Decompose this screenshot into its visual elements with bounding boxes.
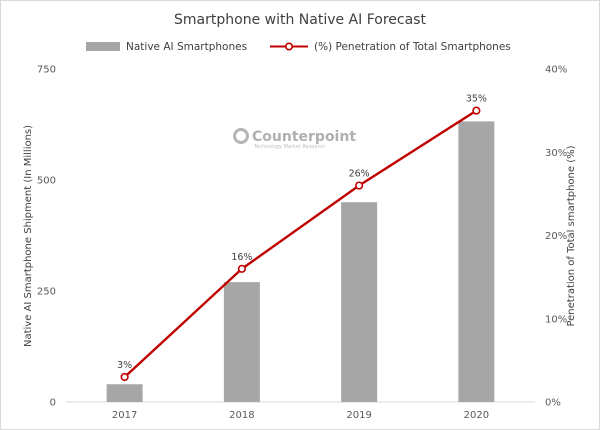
- y-axis-left-title: Native AI Smartphone Shipment (In Millio…: [23, 125, 34, 347]
- y-right-tick-label: 30%: [545, 148, 567, 159]
- axis-ticks: 2017 2018 2019 2020 0 250 500 750 0% 10% 20% 30% 40%: [37, 65, 567, 422]
- bar-2020: [458, 121, 495, 402]
- x-tick-label: 2018: [229, 410, 254, 421]
- logo-tagline: Technology Market Research: [253, 144, 325, 150]
- y-right-tick-label: 20%: [545, 231, 567, 242]
- line-point-2017: [120, 372, 129, 382]
- y-left-tick-label: 0: [50, 398, 56, 409]
- x-tick-label: 2017: [112, 410, 137, 421]
- x-tick-label: 2019: [346, 410, 371, 421]
- data-label-2019: 26%: [349, 169, 370, 180]
- y-left-tick-label: 250: [37, 287, 56, 298]
- counterpoint-logo: Counterpoint Technology Market Research: [233, 128, 356, 150]
- logo-mark-icon: [233, 128, 249, 144]
- y-right-tick-label: 40%: [545, 65, 567, 76]
- legend-line-marker: [284, 42, 293, 51]
- line-series: 3% 16% 26% 35%: [117, 94, 487, 382]
- y-axis-right-title: Penetration of Total smartphone (%): [566, 145, 577, 326]
- bar-series: [106, 121, 495, 402]
- y-right-tick-label: 0%: [545, 398, 561, 409]
- bar-2017: [106, 384, 143, 402]
- data-label-2020: 35%: [466, 94, 487, 105]
- y-left-tick-label: 750: [37, 65, 56, 76]
- y-right-tick-label: 10%: [545, 314, 567, 325]
- y-left-tick-label: 500: [37, 176, 56, 187]
- x-tick-label: 2020: [464, 410, 489, 421]
- line-point-2019: [355, 181, 364, 190]
- data-label-2018: 16%: [231, 252, 252, 263]
- line-point-2018: [237, 264, 246, 273]
- bar-2019: [341, 202, 378, 402]
- logo-brand: Counterpoint: [252, 129, 356, 145]
- legend-line-label: (%) Penetration of Total Smartphones: [314, 41, 511, 53]
- chart-title: Smartphone with Native AI Forecast: [174, 12, 426, 28]
- legend-bar-label: Native AI Smartphones: [126, 41, 247, 53]
- penetration-line: [123, 109, 478, 378]
- data-label-2017: 3%: [117, 360, 132, 371]
- legend-bar-swatch: [86, 42, 120, 51]
- legend: Native AI Smartphones (%) Penetration of…: [86, 41, 511, 53]
- line-point-2020: [472, 106, 481, 115]
- bar-2018: [223, 282, 260, 402]
